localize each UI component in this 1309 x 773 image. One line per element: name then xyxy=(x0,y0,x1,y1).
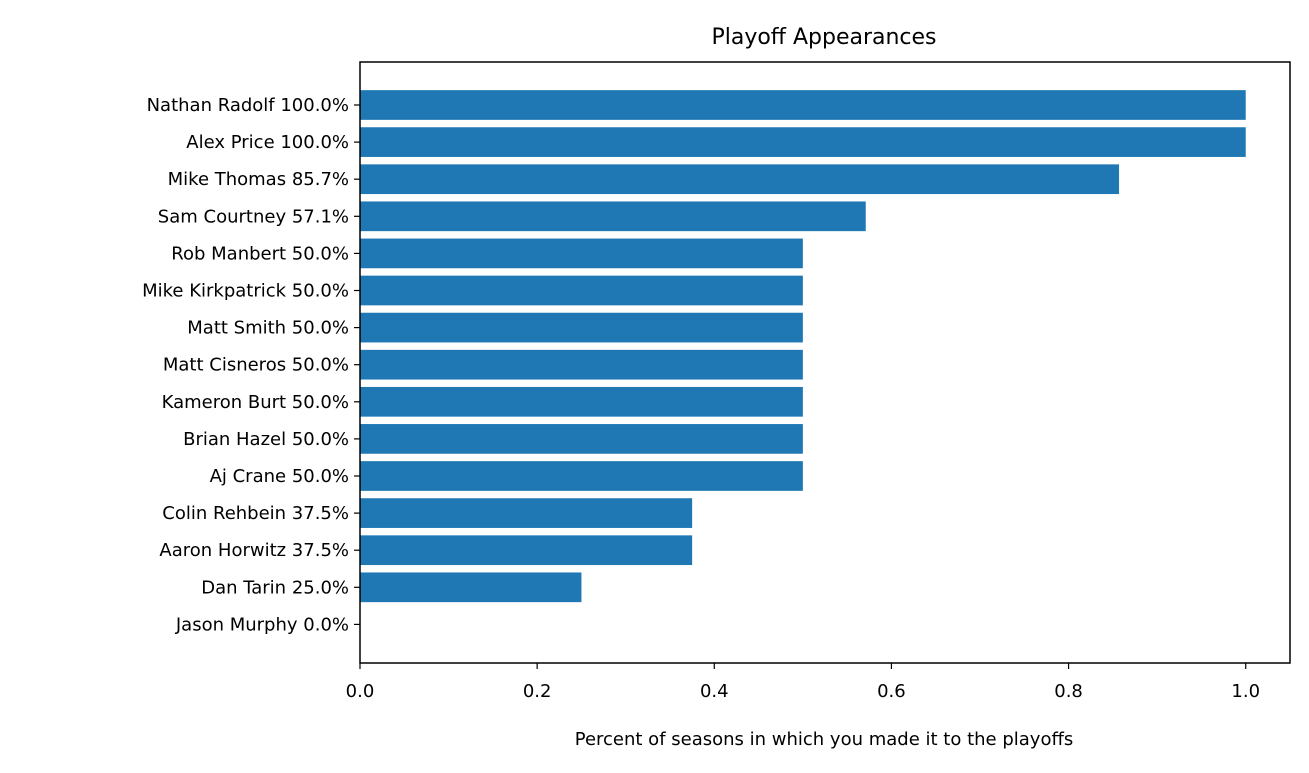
x-tick-label: 0.4 xyxy=(700,681,729,702)
y-tick-label: Nathan Radolf 100.0% xyxy=(147,95,349,116)
y-tick-label: Jason Murphy 0.0% xyxy=(175,614,349,635)
y-tick-label: Matt Smith 50.0% xyxy=(187,318,349,339)
bar xyxy=(360,535,693,566)
bar xyxy=(360,238,803,269)
x-axis-label: Percent of seasons in which you made it … xyxy=(575,729,1074,750)
y-tick-label: Mike Kirkpatrick 50.0% xyxy=(142,281,349,302)
x-axis-ticks: 0.0 0.2 0.4 0.6 0.8 1.0 xyxy=(346,663,1260,702)
y-tick-label: Sam Courtney 57.1% xyxy=(158,206,349,227)
y-tick-label: Rob Manbert 50.0% xyxy=(171,243,349,264)
bar xyxy=(360,312,803,343)
bar xyxy=(360,201,866,232)
plot-frame xyxy=(359,61,1291,664)
y-tick-label: Dan Tarin 25.0% xyxy=(201,577,349,598)
bar xyxy=(360,349,803,380)
bar xyxy=(360,275,803,306)
x-tick-label: 0.0 xyxy=(346,681,375,702)
x-tick-label: 0.2 xyxy=(523,681,552,702)
y-tick-label: Kameron Burt 50.0% xyxy=(162,392,349,413)
chart-title: Playoff Appearances xyxy=(711,25,936,50)
y-tick-label: Brian Hazel 50.0% xyxy=(183,429,349,450)
bar xyxy=(360,386,803,417)
bar xyxy=(360,572,582,603)
x-tick-label: 0.6 xyxy=(877,681,906,702)
bar xyxy=(360,127,1246,157)
y-tick-label: Aaron Horwitz 37.5% xyxy=(159,540,349,561)
y-tick-label: Colin Rehbein 37.5% xyxy=(162,503,349,524)
bar xyxy=(360,90,1246,120)
y-axis-ticks: Nathan Radolf 100.0% Alex Price 100.0% Mik… xyxy=(142,95,360,635)
x-tick-label: 1.0 xyxy=(1231,681,1260,702)
y-tick-label: Alex Price 100.0% xyxy=(186,132,349,153)
bars-group xyxy=(360,90,1246,603)
y-tick-label: Mike Thomas 85.7% xyxy=(168,169,349,190)
x-tick-label: 0.8 xyxy=(1054,681,1083,702)
bar xyxy=(360,164,1120,195)
bar xyxy=(360,424,803,454)
bar xyxy=(360,461,803,491)
y-tick-label: Aj Crane 50.0% xyxy=(210,466,349,487)
bar xyxy=(360,498,693,528)
y-tick-label: Matt Cisneros 50.0% xyxy=(163,355,349,376)
